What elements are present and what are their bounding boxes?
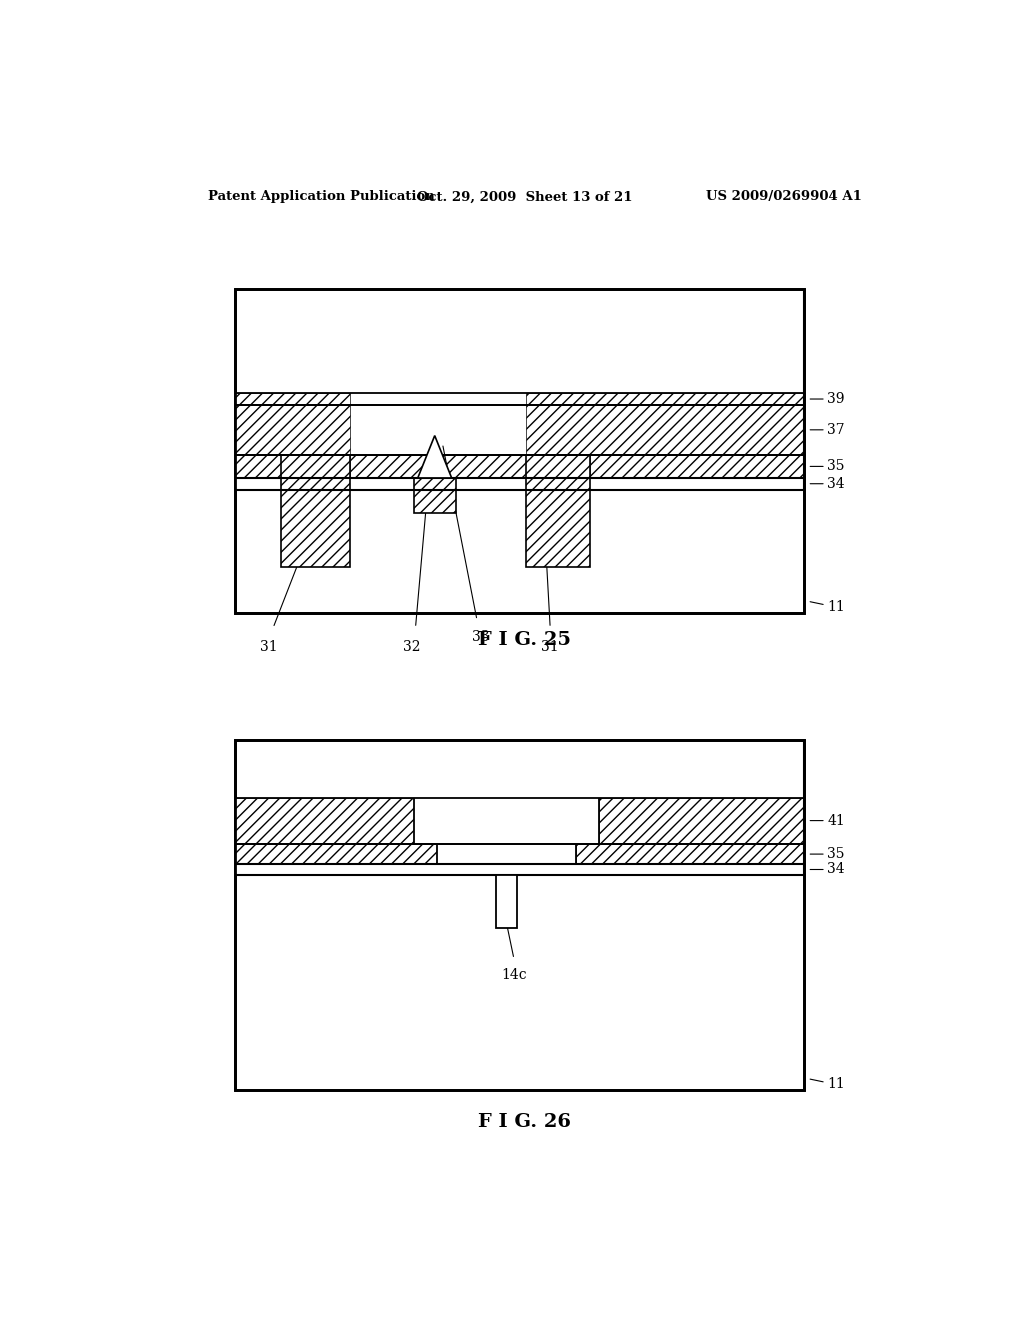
- Text: 31: 31: [542, 640, 559, 653]
- Text: F I G. 26: F I G. 26: [478, 1114, 571, 1131]
- Bar: [599, 797, 804, 843]
- Bar: [525, 393, 804, 405]
- Text: Oct. 29, 2009  Sheet 13 of 21: Oct. 29, 2009 Sheet 13 of 21: [417, 190, 633, 203]
- Text: 11: 11: [827, 1077, 845, 1090]
- Text: 37: 37: [827, 422, 845, 437]
- Bar: [234, 455, 281, 478]
- Bar: [234, 843, 437, 865]
- Text: 41: 41: [827, 813, 845, 828]
- Polygon shape: [414, 478, 456, 512]
- Bar: [234, 739, 804, 1090]
- Text: 32: 32: [402, 640, 421, 653]
- Text: 33: 33: [472, 630, 489, 644]
- Bar: [350, 393, 525, 455]
- Bar: [234, 797, 414, 843]
- Bar: [575, 843, 804, 865]
- Text: 35: 35: [827, 459, 845, 474]
- Bar: [414, 797, 599, 843]
- Bar: [234, 739, 804, 1090]
- Text: 34: 34: [827, 862, 845, 876]
- Polygon shape: [418, 436, 452, 478]
- Text: 31: 31: [260, 640, 278, 653]
- Text: 35: 35: [827, 847, 845, 861]
- Bar: [234, 405, 350, 455]
- Bar: [234, 289, 804, 612]
- Text: US 2009/0269904 A1: US 2009/0269904 A1: [707, 190, 862, 203]
- Bar: [437, 843, 575, 865]
- Text: 39: 39: [827, 392, 845, 407]
- Text: 14c: 14c: [501, 969, 526, 982]
- Bar: [496, 875, 517, 928]
- Text: 34: 34: [827, 477, 845, 491]
- Polygon shape: [281, 455, 350, 566]
- Bar: [350, 455, 525, 478]
- Bar: [234, 289, 804, 612]
- Bar: [590, 455, 804, 478]
- Bar: [350, 455, 525, 478]
- Text: Patent Application Publication: Patent Application Publication: [208, 190, 434, 203]
- Text: F I G. 25: F I G. 25: [478, 631, 571, 648]
- Bar: [234, 478, 804, 490]
- Bar: [525, 405, 804, 455]
- Bar: [234, 393, 350, 405]
- Bar: [234, 865, 804, 875]
- Text: 11: 11: [827, 599, 845, 614]
- Polygon shape: [525, 455, 590, 566]
